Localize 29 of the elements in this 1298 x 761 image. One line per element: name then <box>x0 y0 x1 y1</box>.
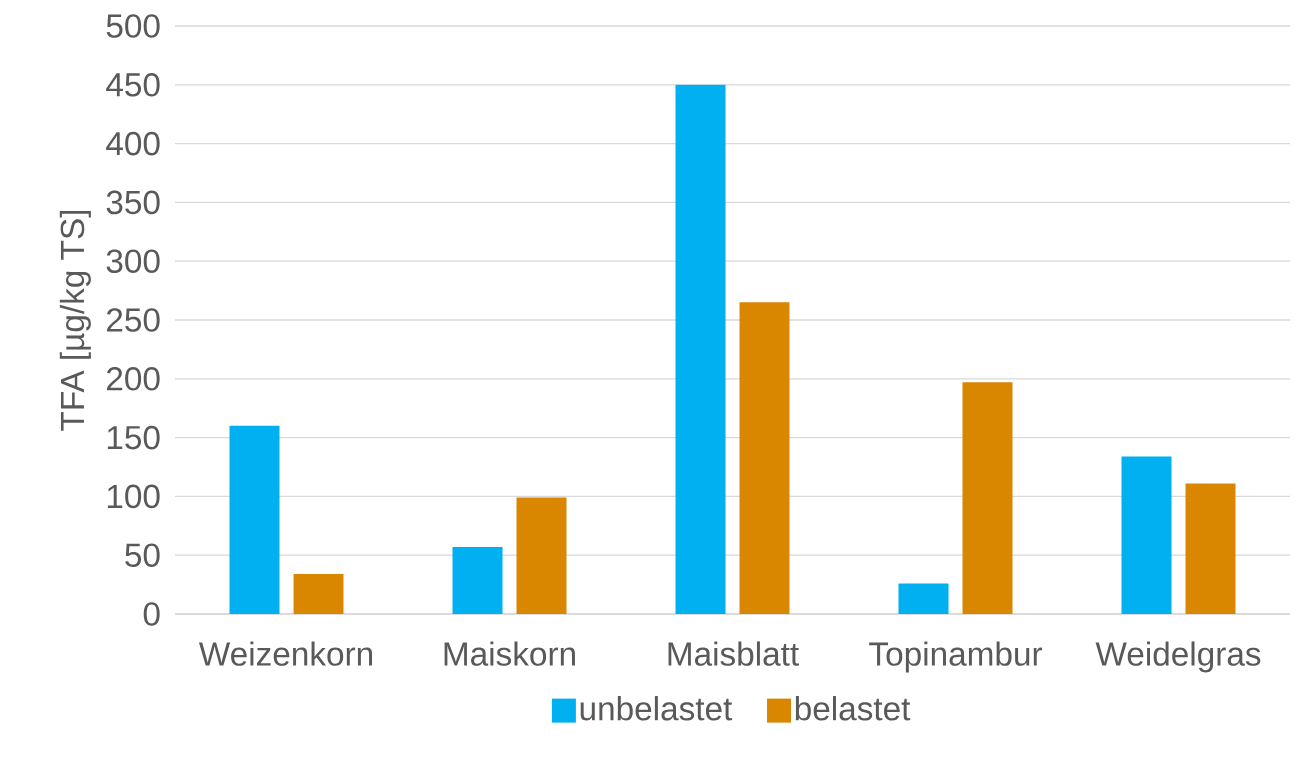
x-tick-label: Maiskorn <box>444 641 575 666</box>
y-tick-label: 150 <box>107 425 160 450</box>
bar <box>675 84 726 614</box>
bar <box>1121 456 1172 614</box>
y-tick-label: 450 <box>106 73 160 97</box>
bar <box>293 574 344 614</box>
bar <box>452 546 503 614</box>
legend-label: belastet <box>795 696 911 721</box>
y-tick-label: 250 <box>107 308 160 332</box>
bar <box>898 583 949 614</box>
bar <box>516 497 567 614</box>
legend-label: unbelastet <box>580 696 733 721</box>
y-tick-label: 300 <box>106 249 160 274</box>
y-tick-label: 100 <box>107 484 160 509</box>
bar <box>1185 483 1236 614</box>
x-tick-label: Weizenkorn <box>198 641 373 666</box>
y-tick-label: 400 <box>106 131 160 156</box>
y-tick-label: 50 <box>125 543 160 568</box>
bar <box>229 425 280 614</box>
bar <box>739 302 790 614</box>
y-axis-title: TFA [µg/kg TS] <box>59 210 91 431</box>
x-tick-label: Topinambur <box>869 641 1043 673</box>
y-tick-label: 0 <box>143 602 160 626</box>
x-tick-label: Weidelgras <box>1095 641 1261 673</box>
bar <box>962 382 1013 614</box>
x-tick-label: Maisblatt <box>668 641 799 666</box>
y-tick-label: 200 <box>107 367 160 391</box>
y-tick-label: 500 <box>106 14 160 38</box>
y-tick-label: 350 <box>106 190 160 215</box>
